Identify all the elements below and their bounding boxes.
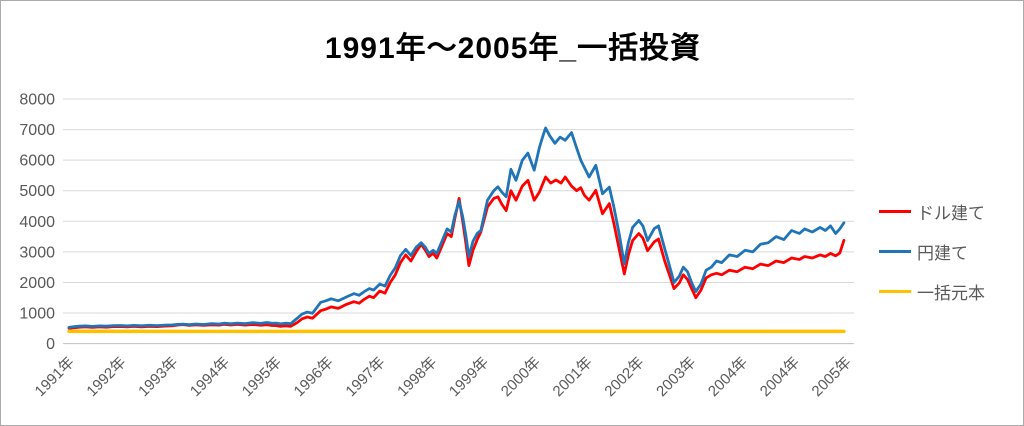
- x-axis-tick-label: 2004年: [757, 354, 803, 400]
- legend-line-swatch-jpy: [879, 250, 911, 253]
- x-axis-tick-label: 2001年: [550, 354, 596, 400]
- x-axis-tick-label: 2004年: [705, 354, 751, 400]
- legend-line-swatch-usd: [879, 210, 911, 213]
- chart-title: 1991年～2005年_一括投資: [324, 32, 702, 65]
- x-axis-tick-label: 1993年: [135, 354, 181, 400]
- x-axis-tick-label: 1995年: [239, 354, 285, 400]
- y-axis-tick-label: 6000: [19, 153, 55, 170]
- series-line-1: [67, 126, 846, 329]
- x-axis-tick-label: 1998年: [394, 354, 440, 400]
- legend-item-usd: ドル建て: [879, 199, 985, 224]
- legend-label-usd: ドル建て: [917, 204, 985, 223]
- legend-item-jpy: 円建て: [879, 239, 985, 264]
- legend: ドル建て 円建て 一括元本: [879, 199, 985, 304]
- x-axis-tick-label: 2000年: [498, 354, 544, 400]
- y-axis-tick-label: 3000: [19, 244, 55, 261]
- y-axis-tick-label: 7000: [19, 122, 55, 139]
- legend-label-jpy: 円建て: [917, 244, 968, 263]
- y-axis-tick-label: 2000: [19, 275, 55, 292]
- y-axis-tick-label: 5000: [19, 183, 55, 200]
- legend-line-swatch-principal: [879, 290, 911, 293]
- x-axis-tick-label: 1992年: [83, 354, 129, 400]
- y-axis-tick-label: 0: [46, 336, 55, 353]
- x-axis-tick-label: 2003年: [653, 354, 699, 400]
- x-axis-tick-label: 1991年: [32, 354, 78, 400]
- legend-label-principal: 一括元本: [917, 284, 985, 303]
- legend-item-principal: 一括元本: [879, 279, 985, 304]
- x-axis-tick-label: 2005年: [809, 354, 855, 400]
- x-axis-tick-label: 1994年: [187, 354, 233, 400]
- x-axis-tick-label: 2002年: [601, 354, 647, 400]
- y-axis-tick-label: 8000: [19, 92, 55, 109]
- x-axis-tick-label: 1996年: [291, 354, 337, 400]
- x-axis-tick-label: 1999年: [446, 354, 492, 400]
- x-axis-tick-label: 1997年: [342, 354, 388, 400]
- y-axis-tick-label: 4000: [19, 214, 55, 231]
- y-axis-tick-label: 1000: [19, 306, 55, 323]
- series-line-0: [67, 175, 846, 330]
